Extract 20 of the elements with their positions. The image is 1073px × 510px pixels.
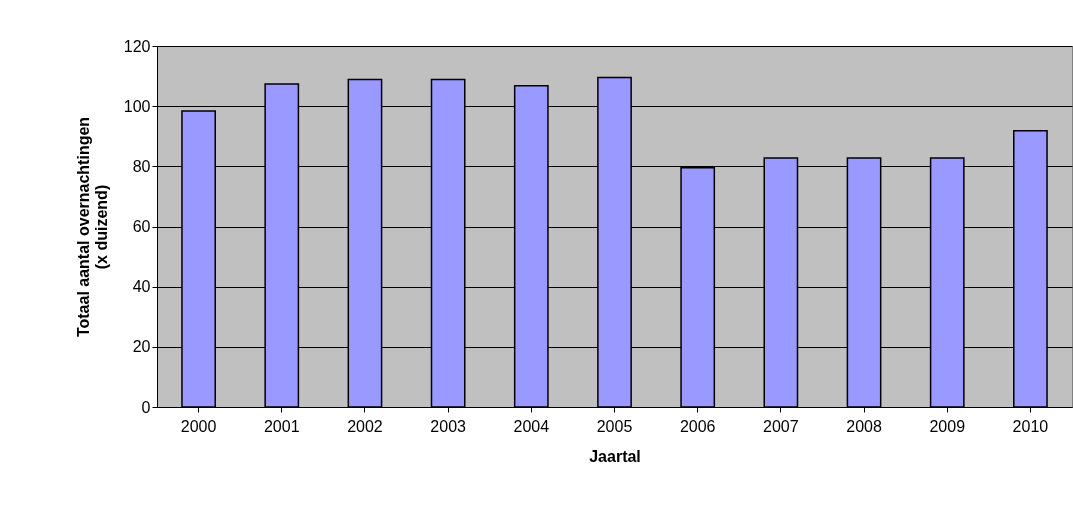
y-tick-label: 120	[123, 37, 151, 55]
y-tick-label: 80	[132, 157, 151, 175]
x-tick-label: 2007	[763, 417, 799, 435]
y-tick-label: 100	[123, 97, 151, 115]
x-tick-label: 2005	[596, 417, 633, 435]
x-tick-label: 2004	[513, 417, 550, 435]
x-tick-label: 2003	[430, 417, 467, 435]
x-tick-label: 2001	[263, 417, 300, 435]
x-tick-label: 2010	[1012, 417, 1049, 435]
x-tick-label: 2000	[180, 417, 217, 435]
x-tick-label: 2008	[846, 417, 882, 435]
y-axis-title: Totaal aantal overnachtingen (x duizend)	[74, 116, 110, 338]
y-tick-label: 60	[132, 218, 151, 235]
y-tick-label: 0	[141, 398, 151, 416]
y-tick-label: 40	[132, 278, 151, 296]
x-tick-label: 2006	[679, 417, 716, 435]
x-tick-label: 2009	[929, 417, 966, 435]
x-axis-title: Jaartal	[589, 447, 641, 465]
y-tick-label: 20	[132, 338, 151, 356]
x-tick-label: 2002	[347, 417, 383, 435]
